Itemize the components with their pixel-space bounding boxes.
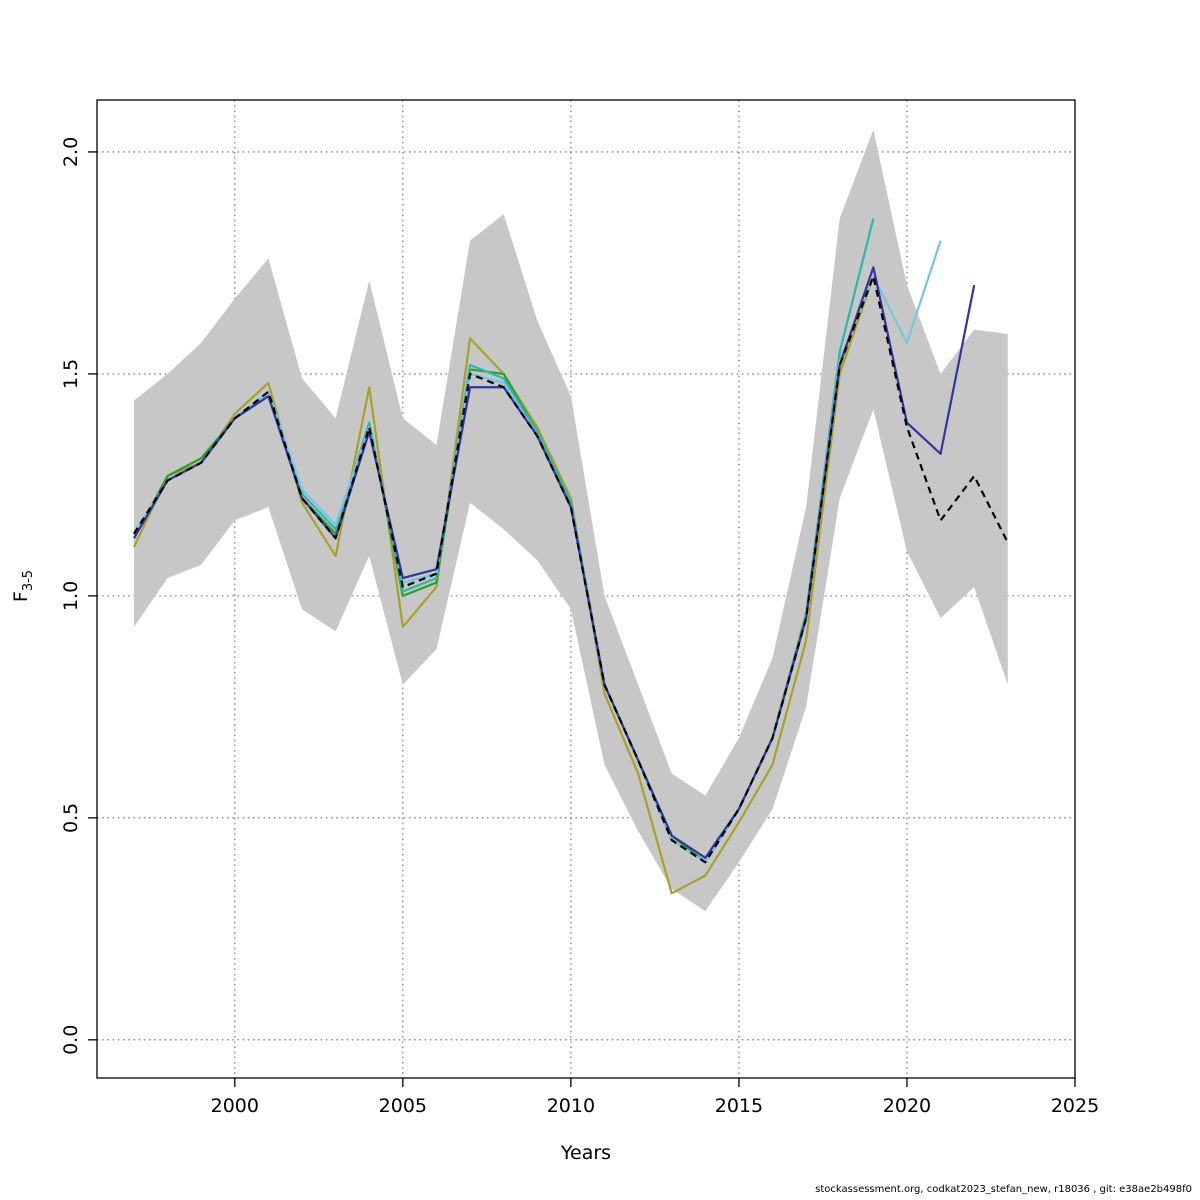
y-axis-title-sub: 3-5 <box>20 569 36 592</box>
x-tick-label: 2020 <box>883 1095 931 1117</box>
y-tick-label: 0.5 <box>60 803 82 833</box>
x-tick-label: 2010 <box>547 1095 595 1117</box>
footer-citation: stockassessment.org, codkat2023_stefan_n… <box>815 1184 1192 1195</box>
x-tick-label: 2025 <box>1051 1095 1099 1117</box>
y-axis-title: F3-5 <box>10 486 36 686</box>
x-axis-title: Years <box>560 1142 612 1164</box>
series-base-run <box>133 275 1009 864</box>
confidence-band <box>133 129 1008 912</box>
plot-box <box>96 99 1076 1079</box>
y-tick-label: 0.0 <box>60 1025 82 1055</box>
y-tick-label: 1.0 <box>60 581 82 611</box>
y-tick-label: 1.5 <box>60 359 82 389</box>
x-tick-label: 2015 <box>715 1095 763 1117</box>
x-tick-label: 2005 <box>379 1095 427 1117</box>
x-tick-label: 2000 <box>211 1095 259 1117</box>
y-tick-label: 2.0 <box>60 137 82 167</box>
y-axis-title-main: F <box>10 591 32 603</box>
